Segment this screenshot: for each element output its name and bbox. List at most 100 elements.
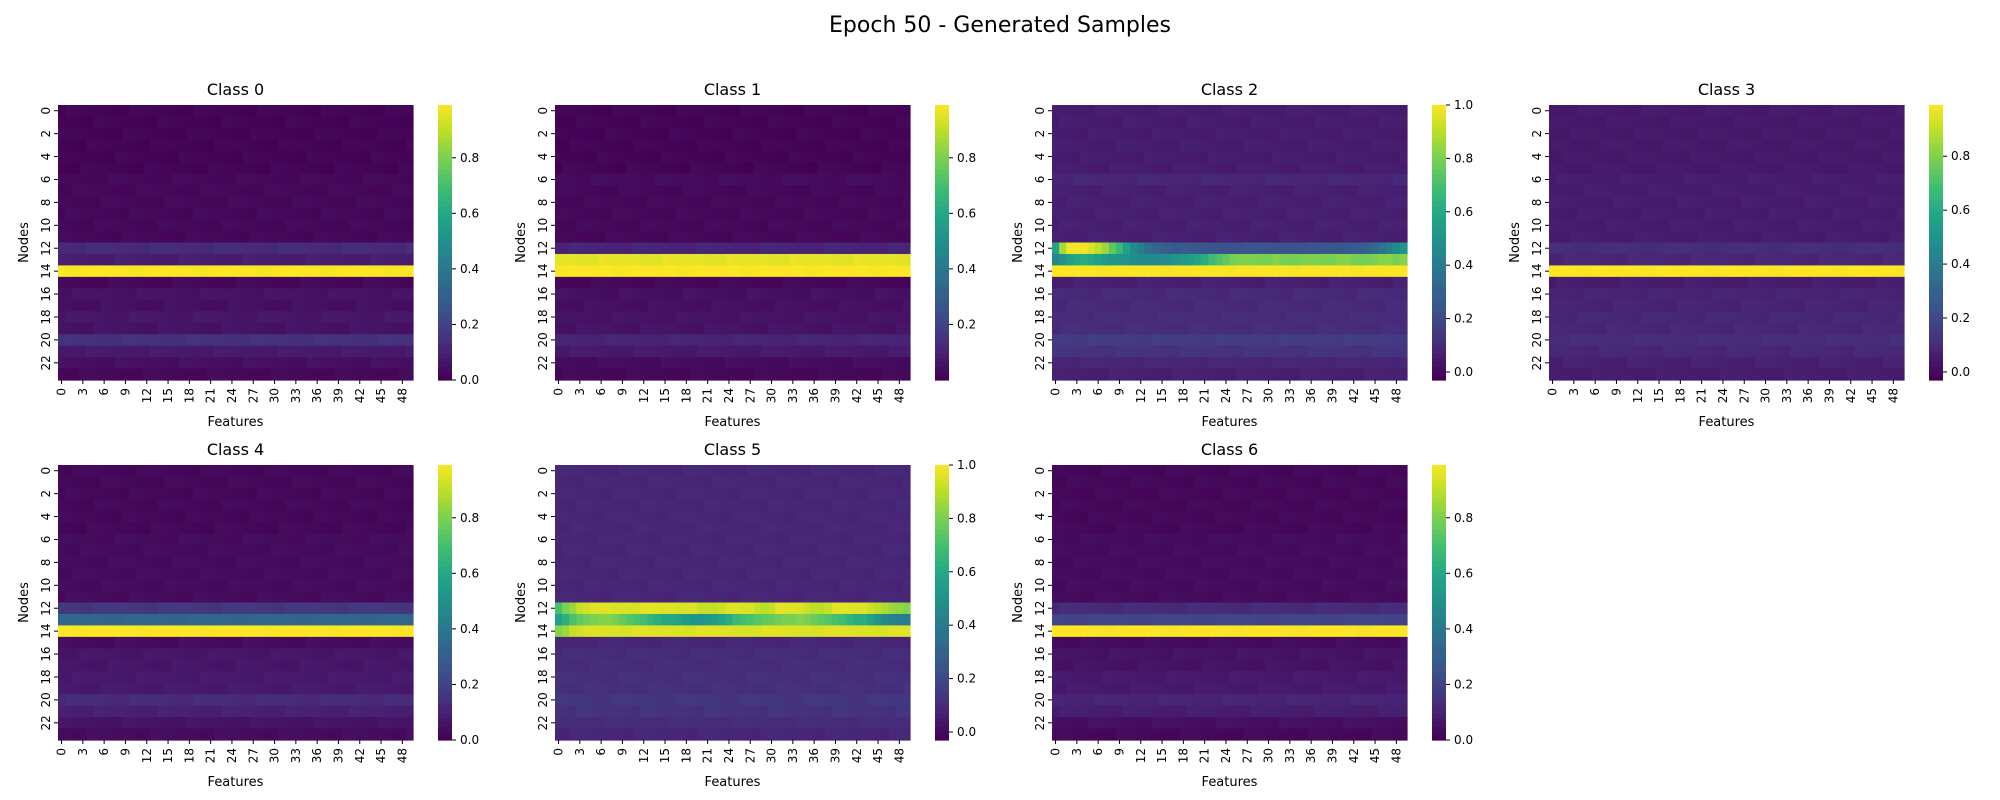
heatmap-cell [1726,116,1735,129]
heatmap-cell [221,368,229,381]
heatmap-cell [753,357,762,370]
x-tick-label: 24 [722,388,736,403]
heatmap-cell [242,173,251,186]
heatmap-cell [1229,334,1238,347]
heatmap-cell [1371,208,1380,221]
heatmap-cell [72,208,80,221]
heatmap-cell [1186,173,1195,186]
heatmap-cell [306,276,315,289]
heatmap-cell [1655,219,1664,232]
heatmap-cell [398,345,407,358]
heatmap-cell [391,299,400,312]
colorbar-segment [1432,215,1446,221]
heatmap-cell [1399,265,1408,278]
heatmap-cell [1265,253,1273,267]
heatmap-cell [249,265,258,278]
heatmap-cell [1875,173,1884,186]
heatmap-cell [803,299,812,312]
heatmap-cell [1165,253,1174,267]
heatmap-cell [1094,219,1103,232]
heatmap-cell [817,185,826,198]
heatmap-cell [1676,276,1685,289]
heatmap-cell [768,208,776,221]
heatmap-cell [1556,139,1564,152]
heatmap-cell [1797,265,1806,278]
heatmap-cell [1186,150,1195,163]
heatmap-cell [1179,116,1188,129]
x-axis-label: Features [705,415,761,430]
colorbar-segment [1432,228,1446,234]
heatmap-cell [817,139,826,152]
heatmap-cell [1399,334,1408,347]
heatmap-cell [839,127,847,140]
heatmap-cell [370,150,379,163]
heatmap-cell [1698,231,1706,244]
heatmap-cell [228,185,237,198]
heatmap-cell [114,276,123,289]
heatmap-cell [569,253,577,267]
heatmap-cell [1719,242,1728,255]
heatmap-cell [93,288,102,301]
heatmap-cell [1328,162,1337,175]
heatmap-cell [100,322,109,335]
heatmap-cell [1605,276,1614,289]
heatmap-cell [562,231,570,244]
heatmap-cell [1314,311,1323,324]
heatmap-cell [299,276,308,289]
heatmap-cell [874,242,883,255]
heatmap-cell [1556,162,1564,175]
heatmap-cell [1236,231,1245,244]
heatmap-cell [256,150,265,163]
heatmap-cell [1598,322,1607,335]
heatmap-cell [902,253,911,267]
heatmap-cell [1201,105,1209,118]
heatmap-cell [1676,185,1685,198]
heatmap-cell [689,265,698,278]
heatmap-cell [398,150,407,163]
heatmap-cell [1634,173,1642,186]
heatmap-cell [739,127,748,140]
heatmap-cell [1726,242,1735,255]
x-tick-label: 33 [289,388,303,403]
heatmap-cell [157,116,166,129]
heatmap-cell [1208,127,1216,140]
heatmap-cell [1549,196,1557,209]
heatmap-cell [1861,242,1870,255]
heatmap-cell [405,253,414,267]
heatmap-cell [668,208,677,221]
heatmap-cell [1151,242,1160,255]
heatmap-cell [789,345,797,358]
heatmap-cell [207,219,215,232]
heatmap-cell [1790,253,1799,267]
heatmap-cell [1328,150,1337,163]
colorbar-tick-label: 0.4 [460,262,479,276]
heatmap-cell [157,231,166,244]
heatmap-cell [817,288,826,301]
heatmap-cell [1620,242,1628,255]
heatmap-cell [668,105,677,118]
heatmap-cell [1648,219,1657,232]
heatmap-cell [263,173,272,186]
heatmap-cell [263,185,272,198]
heatmap-cell [1165,139,1174,152]
heatmap-cell [1279,253,1287,267]
heatmap-cell [1875,242,1884,255]
heatmap-cell [640,219,648,232]
heatmap-cell [1321,196,1330,209]
heatmap-cell [1861,288,1870,301]
y-tick-label: 12 [1033,241,1047,256]
heatmap-cell [1705,185,1713,198]
heatmap-cell [1371,231,1380,244]
heatmap-cell [682,196,691,209]
heatmap-cell [1875,139,1884,152]
heatmap-cell [1861,299,1870,312]
x-axis-label: Features [208,415,264,430]
heatmap-cell [1293,322,1302,335]
heatmap-cell [405,208,414,221]
heatmap-cell [1648,105,1657,118]
heatmap-cell [306,139,315,152]
heatmap-cell [107,231,116,244]
heatmap-cell [1790,173,1799,186]
heatmap-cell [846,334,854,347]
heatmap-cell [1215,368,1223,381]
